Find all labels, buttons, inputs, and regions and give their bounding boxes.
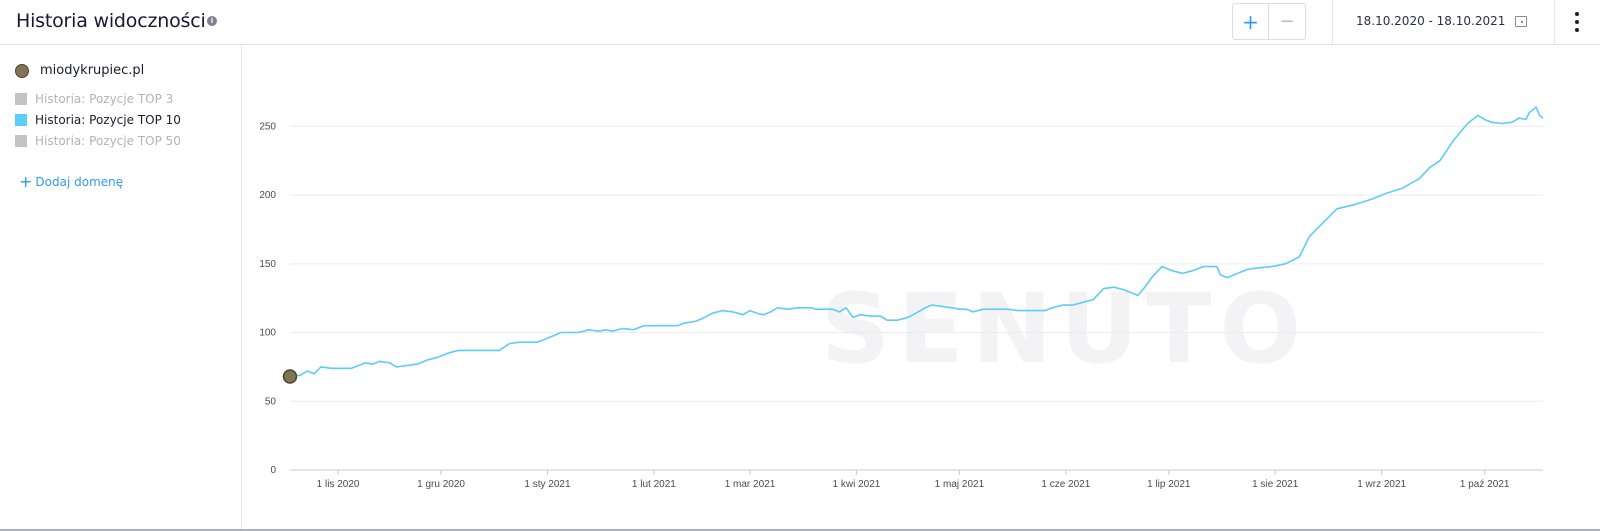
- x-tick-label: 1 cze 2021: [1041, 479, 1090, 490]
- x-tick-label: 1 lis 2020: [317, 479, 360, 490]
- divider: [1554, 0, 1555, 44]
- legend-swatch: [15, 135, 27, 147]
- page-title: Historia widoczności: [16, 10, 206, 32]
- legend-swatch: [15, 114, 27, 126]
- x-tick-label: 1 lip 2021: [1147, 479, 1191, 490]
- legend-item-top50[interactable]: Historia: Pozycje TOP 50: [15, 134, 181, 148]
- visibility-chart: SENUTO 0 50 100 150 200 250 1 lis 2020 1 gru 20…: [243, 45, 1600, 531]
- legend-item-top3[interactable]: Historia: Pozycje TOP 3: [15, 92, 173, 106]
- y-tick-label: 50: [265, 396, 277, 407]
- x-tick-label: 1 sty 2021: [524, 479, 571, 490]
- x-tick-label: 1 gru 2020: [417, 479, 465, 490]
- legend-item-top10[interactable]: Historia: Pozycje TOP 10: [15, 113, 181, 127]
- x-tick-label: 1 sie 2021: [1252, 479, 1299, 490]
- zoom-out-button[interactable]: −: [1279, 11, 1295, 32]
- bottom-border: [0, 529, 1600, 531]
- legend-label: Historia: Pozycje TOP 50: [35, 134, 181, 148]
- date-range-picker[interactable]: 18.10.2020 - 18.10.2021: [1356, 14, 1506, 28]
- x-tick-label: 1 maj 2021: [935, 479, 985, 490]
- info-icon[interactable]: i: [207, 16, 217, 26]
- zoom-controls: + −: [1232, 3, 1306, 40]
- y-tick-label: 150: [259, 259, 276, 270]
- legend-label: Historia: Pozycje TOP 3: [35, 92, 174, 106]
- domain-color-dot: [15, 63, 29, 78]
- zoom-in-button[interactable]: +: [1233, 4, 1269, 39]
- y-tick-label: 100: [259, 328, 276, 339]
- add-domain-label: Dodaj domenę: [35, 175, 124, 189]
- chart-plot-area[interactable]: 0 50 100 150 200 250 1 lis 2020 1 gru 2020 1 sty…: [243, 45, 1600, 531]
- x-tick-label: 1 paź 2021: [1460, 479, 1510, 490]
- y-tick-label: 200: [259, 190, 276, 201]
- y-tick-label: 0: [270, 465, 276, 476]
- kebab-menu-icon[interactable]: [1574, 12, 1580, 32]
- x-tick-label: 1 mar 2021: [725, 479, 776, 490]
- y-tick-label: 250: [259, 121, 276, 132]
- x-tick-label: 1 wrz 2021: [1357, 479, 1406, 490]
- domain-item[interactable]: miodykrupiec.pl: [15, 63, 144, 78]
- header: Historia widoczności i + − 18.10.2020 - …: [0, 0, 1600, 45]
- x-tick-label: 1 kwi 2021: [833, 479, 881, 490]
- divider: [1332, 0, 1333, 44]
- calendar-icon[interactable]: [1515, 16, 1527, 27]
- plus-icon: +: [19, 172, 33, 191]
- legend-label: Historia: Pozycje TOP 10: [35, 113, 181, 127]
- series-start-marker: [282, 369, 298, 384]
- legend-sidebar: miodykrupiec.pl Historia: Pozycje TOP 3 …: [0, 45, 242, 531]
- domain-label: miodykrupiec.pl: [40, 63, 145, 78]
- series-line-top10: [289, 106, 1544, 378]
- add-domain-button[interactable]: + Dodaj domenę: [19, 172, 124, 191]
- legend-swatch: [15, 93, 27, 105]
- watermark-logo: SENUTO: [821, 273, 1310, 385]
- x-tick-label: 1 lut 2021: [632, 479, 676, 490]
